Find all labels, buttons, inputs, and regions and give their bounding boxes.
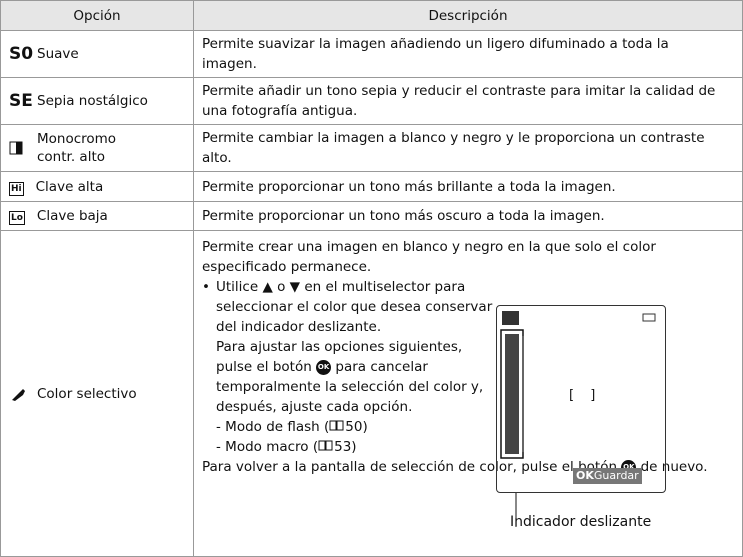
option-name: Monocromo contr. alto — [37, 131, 117, 165]
return-text: Para volver a la pantalla de selección d… — [202, 457, 734, 477]
save-label: Guardar — [593, 469, 639, 482]
text: para cancelar temporalmente la selección… — [216, 359, 484, 415]
icon: SE — [9, 91, 33, 111]
text: Modo macro ( — [225, 439, 319, 455]
adjust-text: Para ajustar las opciones siguientes, pu… — [216, 337, 496, 417]
icon — [12, 388, 25, 401]
subitem: - Modo macro (53) — [216, 439, 357, 455]
book-icon — [318, 440, 333, 451]
option: Lo Clave baja — [0, 201, 194, 231]
header: Opción — [0, 0, 194, 31]
option-name: Clave alta — [35, 178, 104, 195]
camera-screen: [ ] OKGuardar — [496, 305, 666, 493]
option-name: Clave baja — [36, 208, 108, 224]
option-name: Sepia nostálgico — [37, 93, 148, 109]
description: Permite proporcionar un tono más brillan… — [193, 171, 743, 202]
text: 53) — [334, 439, 357, 455]
description: Permite crear una imagen en blanco y neg… — [193, 230, 743, 557]
ok-label: OK — [576, 469, 594, 482]
option: Color selectivo — [0, 230, 194, 557]
save-button: OKGuardar — [573, 468, 642, 484]
text: 50) — [345, 419, 368, 435]
description: Permite suavizar la imagen añadiendo un … — [193, 30, 743, 78]
option-name: Color selectivo — [37, 385, 137, 402]
intro: Permite crear una imagen en blanco y neg… — [202, 239, 656, 275]
caption: Indicador deslizante — [510, 514, 652, 530]
focus-brackets: [ ] — [569, 388, 602, 403]
text: Para ajustar las opciones siguientes, pu… — [216, 339, 463, 375]
description: Permite añadir un tono sepia y reducir e… — [193, 77, 743, 125]
icon: Hi — [9, 181, 24, 196]
icon — [9, 141, 23, 155]
option: Hi Clave alta — [0, 171, 194, 202]
option: Monocromo contr. alto — [0, 124, 194, 172]
book-icon — [329, 420, 344, 431]
caption-line — [515, 493, 517, 527]
bullet: • Utilice ▲ o ▼ en el multiselector para … — [202, 277, 502, 457]
bullet-text: Utilice ▲ o ▼ en el multiselector para s… — [216, 279, 493, 335]
text: de nuevo. — [640, 459, 708, 475]
option-name: Suave — [37, 46, 79, 62]
screen-graphics — [500, 311, 656, 459]
option: S0 Suave — [0, 30, 194, 78]
option: SE Sepia nostálgico — [0, 77, 194, 125]
description: Permite proporcionar un tono más oscuro … — [193, 201, 743, 231]
icon: Lo — [9, 211, 25, 225]
text: Modo de flash ( — [225, 419, 330, 435]
ok-icon: OK — [316, 359, 332, 375]
description: Permite cambiar la imagen a blanco y neg… — [193, 124, 743, 172]
subitem: - Modo de flash (50) — [216, 419, 368, 435]
text: Para volver a la pantalla de selección d… — [202, 459, 618, 475]
header: Descripción — [193, 0, 743, 31]
icon: S0 — [9, 44, 34, 64]
